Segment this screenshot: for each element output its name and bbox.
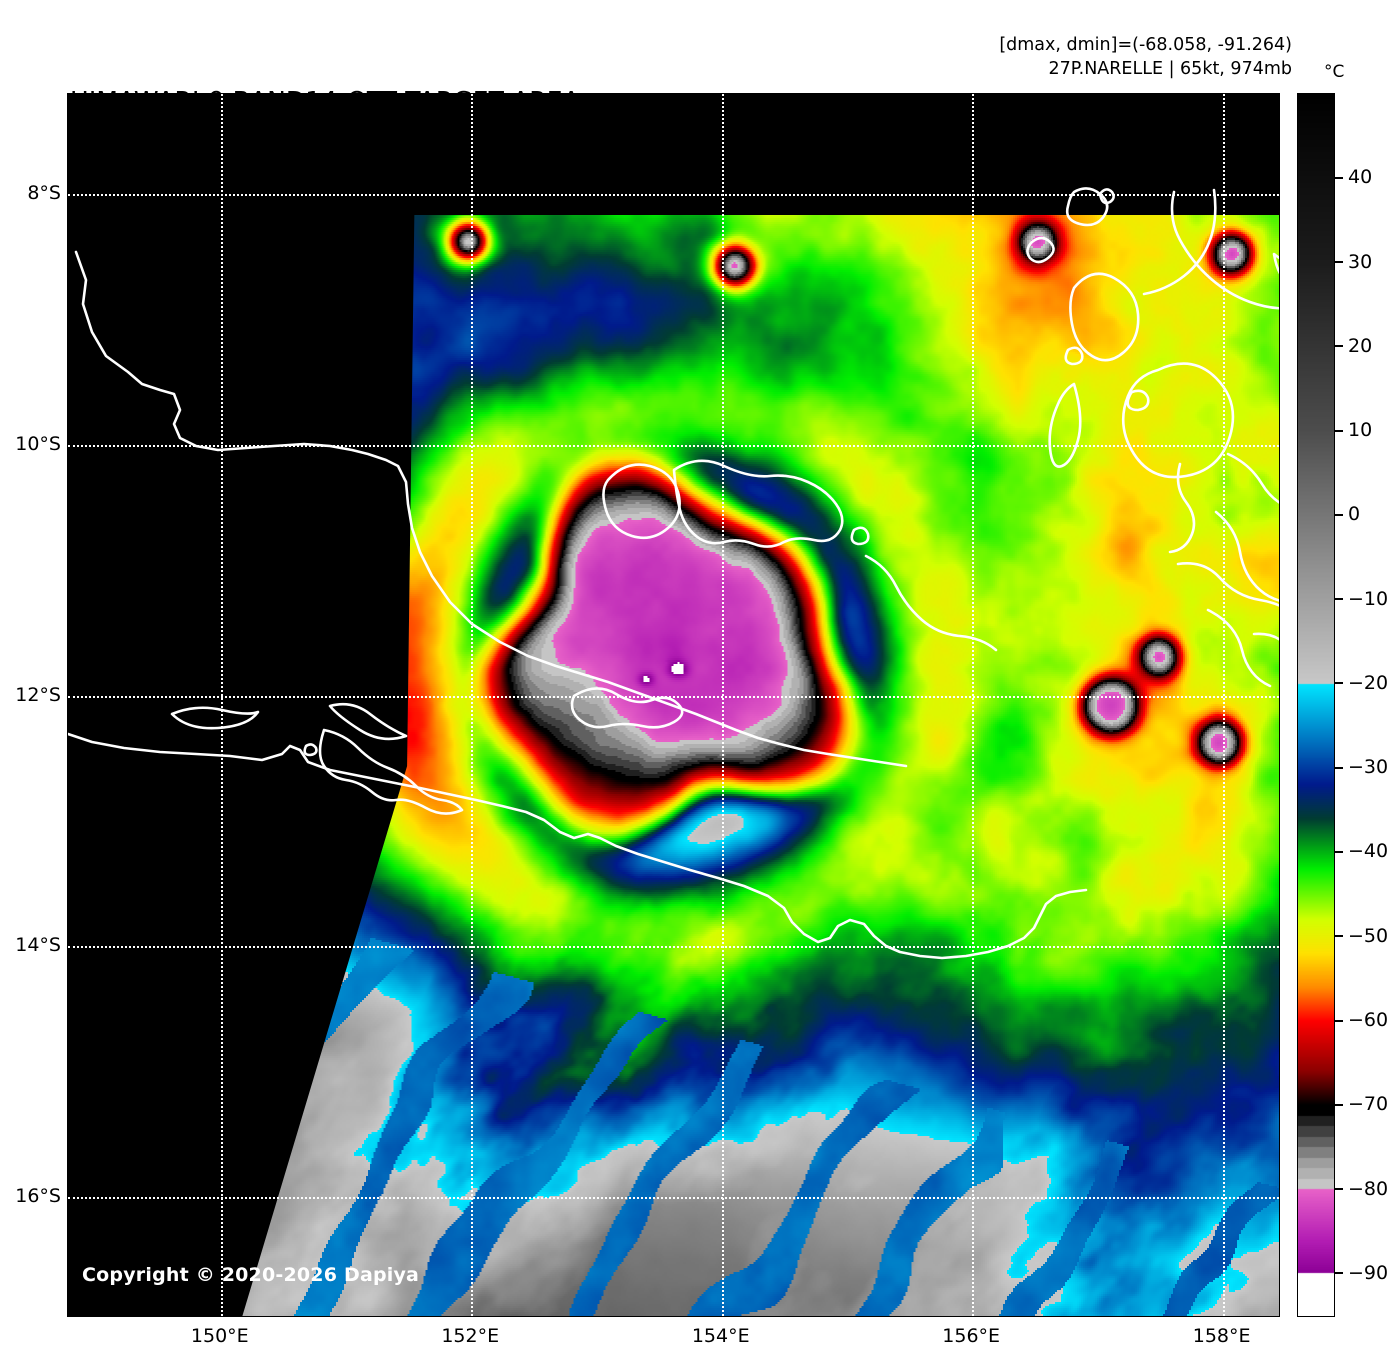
colorbar-tick: −60 xyxy=(1334,1009,1388,1031)
lon-tick-label: 152°E xyxy=(441,1325,500,1347)
lat-tick-label: 8°S xyxy=(27,182,61,205)
colorbar-tick: −10 xyxy=(1334,588,1388,610)
satellite-image-plot[interactable]: Copyright © 2020-2026 Dapiya xyxy=(67,93,1280,1317)
colorbar-tick: −50 xyxy=(1334,925,1388,947)
colorbar-tick: 0 xyxy=(1334,503,1360,525)
colorbar-tick: −40 xyxy=(1334,840,1388,862)
colorbar-tick: −90 xyxy=(1334,1262,1388,1284)
colorbar-tick: 40 xyxy=(1334,166,1372,188)
colorbar-tick: −20 xyxy=(1334,672,1388,694)
lat-tick-label: 10°S xyxy=(15,432,61,455)
metadata-block: [dmax, dmin]=(-68.058, -91.264) 27P.NARE… xyxy=(999,33,1292,81)
lat-tick-label: 14°S xyxy=(15,934,61,957)
storm-info-label: 27P.NARELLE | 65kt, 974mb xyxy=(1048,59,1292,80)
colorbar-tick: −30 xyxy=(1334,756,1388,778)
lon-tick-label: 150°E xyxy=(190,1325,249,1347)
lon-tick-label: 158°E xyxy=(1192,1325,1251,1347)
infrared-brightness-temperature-swath xyxy=(242,214,1279,1316)
colorbar-tick: −70 xyxy=(1334,1093,1388,1115)
lat-tick-label: 16°S xyxy=(15,1184,61,1207)
colorbar-tick: 10 xyxy=(1334,419,1372,441)
colorbar-unit-label: °C xyxy=(1324,62,1345,82)
colorbar-tick: −80 xyxy=(1334,1178,1388,1200)
colorbar-tick-labels: 40 30 20 10 0 −10 −20 −30 −40 −50 −60 −70 −80 −90 xyxy=(1334,93,1388,1315)
colorbar-tick: 30 xyxy=(1334,251,1372,273)
lon-tick-label: 154°E xyxy=(691,1325,750,1347)
colorbar[interactable] xyxy=(1297,93,1335,1317)
lon-tick-label: 156°E xyxy=(942,1325,1001,1347)
coastline-overlay xyxy=(68,94,1279,1316)
lat-tick-label: 12°S xyxy=(15,683,61,706)
copyright-label: Copyright © 2020-2026 Dapiya xyxy=(82,1264,420,1286)
colorbar-tick: 20 xyxy=(1334,335,1372,357)
dmax-dmin-label: [dmax, dmin]=(-68.058, -91.264) xyxy=(999,35,1292,55)
